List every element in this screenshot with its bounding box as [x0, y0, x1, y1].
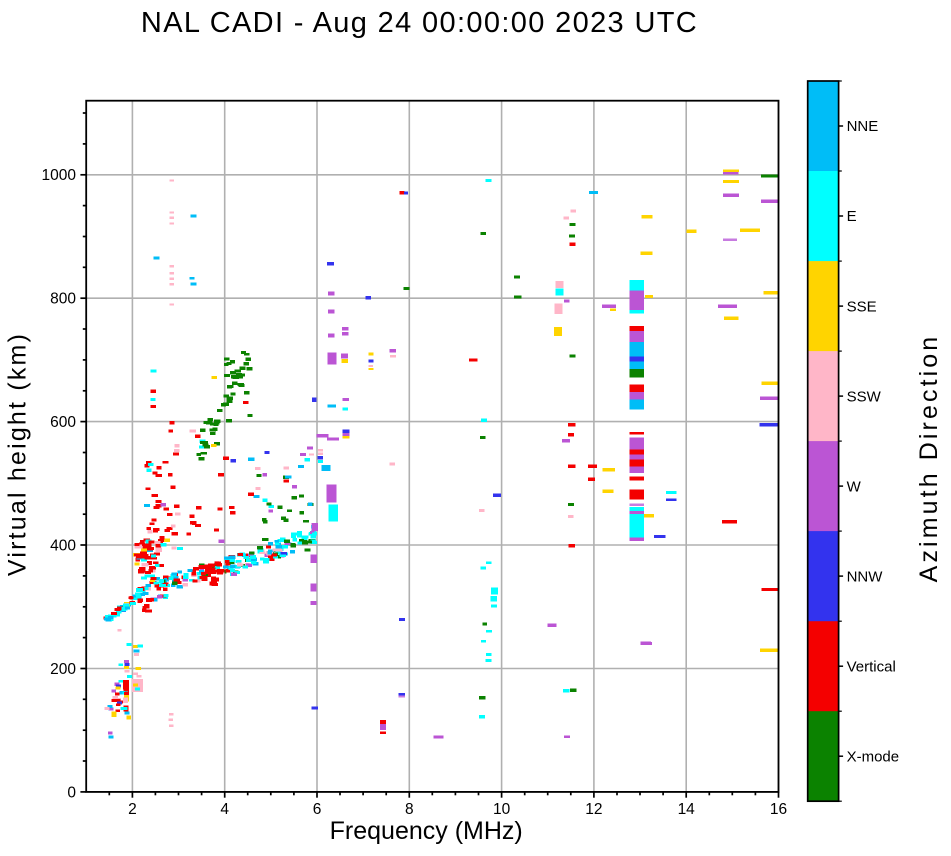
- svg-text:X-mode: X-mode: [847, 748, 900, 765]
- svg-text:E: E: [847, 208, 857, 225]
- svg-text:600: 600: [50, 414, 76, 431]
- svg-text:1000: 1000: [42, 167, 77, 184]
- svg-text:4: 4: [220, 801, 229, 818]
- svg-text:8: 8: [405, 801, 414, 818]
- svg-text:200: 200: [50, 661, 76, 678]
- svg-text:Vertical: Vertical: [847, 658, 896, 675]
- svg-text:NNE: NNE: [847, 118, 879, 135]
- svg-text:6: 6: [313, 801, 322, 818]
- svg-text:SSE: SSE: [847, 298, 877, 315]
- svg-text:14: 14: [678, 801, 696, 818]
- svg-text:Frequency (MHz): Frequency (MHz): [330, 817, 523, 845]
- svg-text:SSW: SSW: [847, 388, 882, 405]
- svg-text:0: 0: [67, 784, 76, 801]
- svg-text:Azimuth Direction: Azimuth Direction: [915, 334, 943, 583]
- svg-text:400: 400: [50, 537, 76, 554]
- svg-text:2: 2: [128, 801, 137, 818]
- svg-text:Virtual height (km): Virtual height (km): [4, 332, 32, 576]
- svg-text:NNW: NNW: [847, 568, 884, 585]
- svg-text:16: 16: [770, 801, 787, 818]
- svg-text:800: 800: [50, 291, 76, 308]
- svg-text:NAL CADI - Aug 24 00:00:00 202: NAL CADI - Aug 24 00:00:00 2023 UTC: [141, 7, 698, 39]
- svg-text:10: 10: [493, 801, 511, 818]
- svg-text:12: 12: [585, 801, 602, 818]
- svg-text:W: W: [847, 478, 862, 495]
